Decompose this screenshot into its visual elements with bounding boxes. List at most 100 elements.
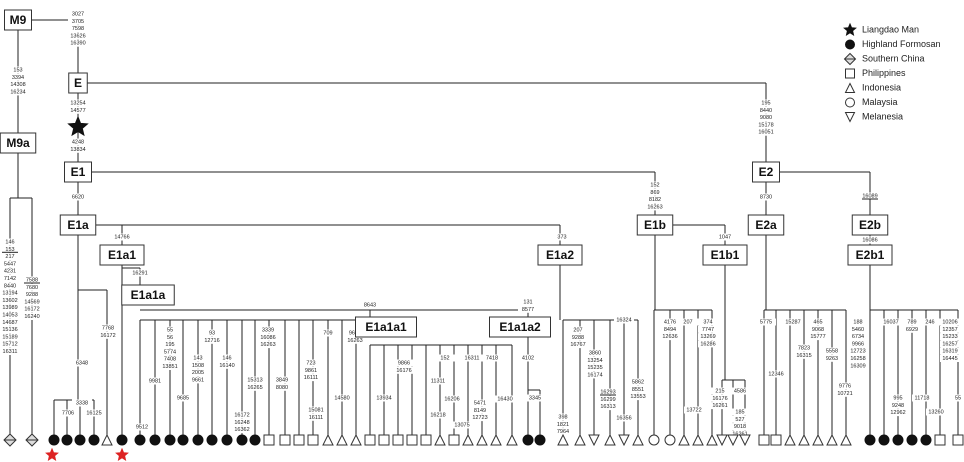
leaf-symbol (739, 434, 751, 447)
leaf-symbol (716, 434, 728, 447)
mutation-label: 143 (193, 355, 202, 361)
mutation-bg (98, 324, 118, 332)
mutation-bg (888, 394, 908, 402)
mutation-label: 16111 (304, 375, 318, 381)
node-box (64, 161, 92, 183)
mutation-bg (428, 411, 448, 419)
mutation-label: 12346 (768, 371, 783, 377)
mutation-label: 869 (650, 190, 659, 196)
legend-symbol (845, 97, 855, 108)
mutation-label: 9080 (760, 115, 772, 121)
mutation-label: 16261 (732, 431, 747, 437)
mutation-label: 146 (5, 239, 14, 245)
mutation-label: 9776 (839, 383, 851, 389)
mutation-label: 7706 (62, 410, 74, 416)
mutation-bg (68, 138, 88, 146)
mutation-label: 5447 (4, 261, 16, 267)
mutation-bg (730, 408, 750, 416)
mutation-label: 15777 (810, 334, 825, 340)
mutation-bg (0, 289, 20, 297)
mutation-label: 195 (761, 100, 770, 106)
mutation-label: 6620 (72, 194, 84, 200)
mutation-bg (0, 296, 20, 304)
mutation-bg (822, 354, 842, 362)
mutation-label: 9866 (398, 360, 410, 366)
mutation-bg (374, 394, 394, 402)
mutation-label: 7588 (26, 277, 38, 283)
mutation-bg (585, 356, 605, 364)
mutation-bg (301, 366, 321, 374)
mutation-label: 13851 (162, 364, 177, 370)
mutation-bg (345, 336, 365, 344)
node-box (636, 214, 674, 236)
mutation-label: 16286 (700, 341, 715, 347)
mutation-label: 7680 (26, 285, 38, 291)
mutation-label: 5558 (826, 348, 838, 354)
mutation-bg (22, 291, 42, 299)
mutation-label: 16176 (712, 396, 727, 402)
mutation-label: 16319 (942, 349, 957, 355)
mutation-bg (112, 233, 132, 241)
mutation-label: 7964 (557, 429, 569, 435)
mutation-bg (22, 283, 42, 291)
mutation-label: 15313 (247, 377, 262, 383)
leaf-symbol (588, 434, 600, 447)
mutation-bg (678, 318, 698, 326)
mutation-label: 8182 (649, 197, 661, 203)
mutation-bg (22, 298, 42, 306)
mutation-bg (710, 402, 730, 410)
mutation-label: 16037 (883, 319, 898, 325)
mutation-label: 16767 (570, 342, 585, 348)
mutation-label: 16257 (942, 341, 957, 347)
leaf-symbol (448, 434, 460, 446)
mutation-label: 16263 (647, 204, 662, 210)
node-label: E1a1a2 (499, 320, 541, 334)
mutation-label: 12636 (662, 334, 677, 340)
mutation-bg (188, 369, 208, 377)
node-label: E2 (759, 165, 774, 179)
leaf-symbol (557, 433, 569, 446)
leaf-symbol (378, 434, 390, 446)
leaf-symbol (134, 434, 146, 446)
mutation-label: 8730 (760, 194, 772, 200)
mutation-bg (0, 333, 20, 341)
leaf-symbol (506, 433, 518, 446)
mutation-label: 16261 (712, 403, 727, 409)
node-label: E2b1 (856, 248, 885, 262)
mutation-bg (22, 305, 42, 313)
node-box (99, 244, 145, 266)
mutation-bg (518, 354, 538, 362)
mutation-label: 207 (683, 319, 692, 325)
mutation-label: 14687 (2, 320, 17, 326)
mutation-label: 3394 (12, 75, 24, 81)
leaf-symbol (322, 433, 334, 446)
mutation-bg (715, 233, 735, 241)
mutation-label: 16111 (309, 415, 323, 421)
mutation-label: 152 (440, 355, 449, 361)
mutation-label: 14580 (334, 395, 349, 401)
leaf-symbol (784, 433, 796, 446)
ancient-marker (45, 447, 59, 461)
mutation-bg (568, 333, 588, 341)
mutation-bg (188, 354, 208, 362)
mutation-label: 16206 (444, 396, 459, 402)
mutation-label: 16445 (942, 356, 957, 362)
mutation-label: 16291 (132, 270, 147, 276)
mutation-label: 13553 (630, 394, 645, 400)
node-box (121, 284, 175, 306)
mutation-bg (518, 298, 538, 306)
mutation-label: 146 (222, 355, 231, 361)
node-label: E2b (859, 218, 881, 232)
leaf-symbol (420, 434, 432, 446)
mutation-bg (217, 354, 237, 362)
mutation-bg (552, 233, 572, 241)
mutation-label: 3338 (76, 400, 88, 406)
node-box (355, 316, 417, 338)
mutation-bg (835, 389, 855, 397)
mutation-label: 8577 (522, 307, 534, 313)
leaf-symbol (864, 434, 876, 446)
liangdao-man-marker (67, 115, 89, 137)
leaf-symbol (632, 433, 644, 446)
mutation-label: 9981 (149, 378, 161, 384)
mutation-label: 374 (703, 319, 712, 325)
